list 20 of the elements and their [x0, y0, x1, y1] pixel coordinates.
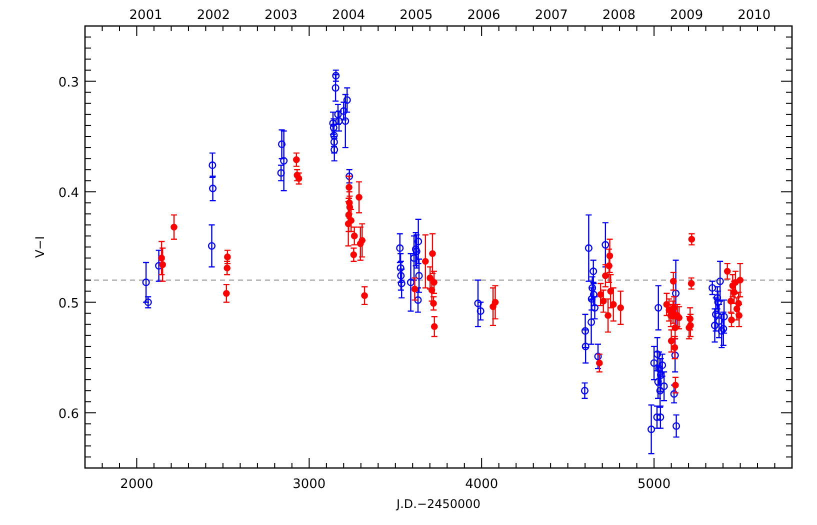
x2-tick-label: 2009 — [670, 8, 704, 23]
x-tick-label: 5000 — [638, 477, 671, 492]
x2-tick-label: 2007 — [534, 8, 568, 23]
x2-tick-label: 2004 — [332, 8, 366, 23]
y-tick-label: 0.6 — [58, 406, 79, 422]
x-tick-label: 2000 — [120, 477, 154, 492]
x-axis-title: J.D.−2450000 — [396, 497, 480, 511]
x-tick-label: 3000 — [292, 477, 326, 492]
x2-tick-label: 2008 — [602, 8, 636, 23]
y-tick-label: 0.3 — [58, 75, 79, 90]
x-tick-label: 4000 — [465, 477, 498, 492]
x2-tick-label: 2001 — [129, 8, 162, 23]
x2-tick-label: 2010 — [738, 8, 771, 23]
x2-tick-label: 2003 — [264, 8, 298, 23]
y-tick-label: 0.4 — [58, 186, 79, 201]
y-tick-label: 0.5 — [58, 296, 79, 312]
x2-tick-label: 2006 — [467, 8, 500, 23]
x2-tick-label: 2005 — [400, 8, 433, 23]
x2-tick-label: 2002 — [196, 8, 230, 23]
y-axis-title: V−I — [33, 236, 47, 258]
